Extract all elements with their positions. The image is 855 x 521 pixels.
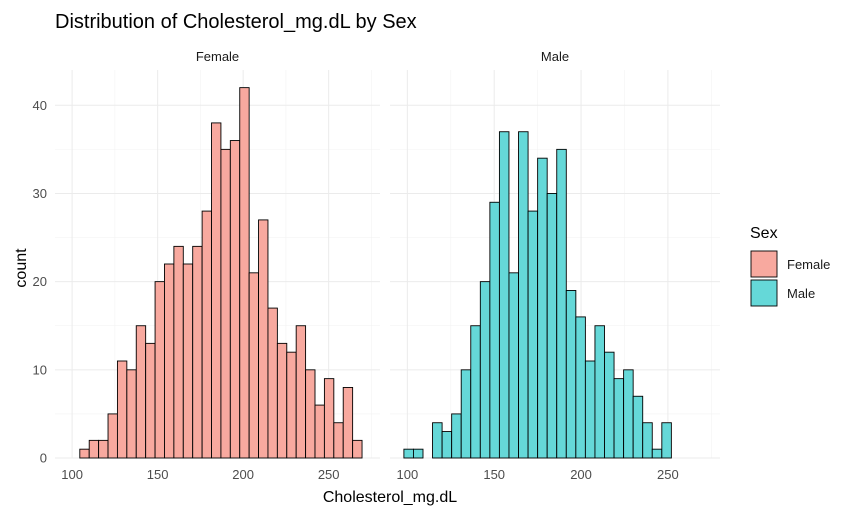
histogram-bar <box>276 342 288 459</box>
y-tick-label: 0 <box>40 451 47 466</box>
x-tick-label: 100 <box>397 467 419 482</box>
histogram-bar <box>229 140 241 459</box>
y-tick-label: 10 <box>33 362 47 377</box>
histogram-bar <box>518 131 529 459</box>
chart-title: Distribution of Cholesterol_mg.dL by Sex <box>55 11 417 33</box>
histogram-bar <box>239 87 250 459</box>
histogram-bar <box>352 439 363 459</box>
histogram-bar <box>220 148 231 459</box>
x-tick-label: 250 <box>318 467 340 482</box>
histogram-bar <box>182 263 194 459</box>
histogram-bar <box>342 387 354 459</box>
histogram-bar <box>107 413 118 459</box>
x-tick-label: 200 <box>232 467 254 482</box>
histogram-bar <box>403 448 414 459</box>
bars-female <box>79 87 363 459</box>
x-tick-label: 250 <box>657 467 679 482</box>
histogram-bar <box>661 422 672 459</box>
histogram-bar <box>537 157 548 459</box>
histogram-bar <box>258 219 269 459</box>
legend-label-male: Male <box>787 286 815 301</box>
histogram-bar <box>613 378 625 459</box>
histogram-bar <box>305 369 316 459</box>
histogram-bar <box>248 272 259 459</box>
facet-panel-male: Male 100 150 200 250 <box>390 49 720 482</box>
facet-strip-label-male: Male <box>541 49 569 64</box>
legend-key-female <box>750 250 778 278</box>
histogram-bar <box>508 272 519 459</box>
histogram-bar <box>651 448 663 459</box>
y-tick-label: 40 <box>33 98 47 113</box>
facet-strip-label-female: Female <box>196 49 239 64</box>
x-tick-label: 100 <box>61 467 83 482</box>
y-tick-labels: 0 10 20 30 40 <box>33 98 47 466</box>
histogram-bar <box>286 351 297 459</box>
x-tick-labels-male: 100 150 200 250 <box>397 467 679 482</box>
histogram-bar <box>584 360 596 459</box>
histogram-bar <box>98 439 109 459</box>
histogram-bar <box>441 431 453 459</box>
histogram-bar <box>192 245 203 459</box>
bars-male <box>403 131 672 459</box>
y-tick-label: 20 <box>33 274 47 289</box>
legend: Sex Female Male <box>750 225 830 307</box>
histogram-bar <box>556 148 567 459</box>
histogram-bar <box>546 192 558 459</box>
histogram-bar <box>201 210 212 459</box>
x-tick-label: 150 <box>483 467 505 482</box>
histogram-bar <box>164 263 175 459</box>
histogram-bar <box>135 325 147 459</box>
histogram-bar <box>460 369 472 459</box>
histogram-bar <box>432 422 443 459</box>
histogram-bar <box>173 245 184 459</box>
histogram-bar <box>116 360 128 459</box>
histogram-bar <box>295 325 307 459</box>
histogram-bar <box>413 448 424 459</box>
histogram-bar <box>565 290 577 459</box>
histogram-bar <box>642 422 653 459</box>
histogram-bar <box>470 325 481 459</box>
histogram-bar <box>314 404 325 459</box>
legend-label-female: Female <box>787 257 830 272</box>
x-tick-label: 150 <box>147 467 169 482</box>
histogram-bar <box>489 201 500 459</box>
x-tick-labels-female: 100 150 200 250 <box>61 467 339 482</box>
histogram-bar <box>451 413 462 459</box>
histogram-bar <box>126 369 137 459</box>
legend-title: Sex <box>750 225 778 242</box>
legend-key-male <box>750 279 778 307</box>
y-axis-title: count <box>13 248 30 288</box>
histogram-bar <box>623 369 634 459</box>
legend-items: Female Male <box>750 250 830 307</box>
histogram-bar <box>527 210 539 459</box>
histogram-bar <box>145 342 156 459</box>
histogram-bar <box>154 281 165 459</box>
facet-panel-female: Female 100 150 200 250 <box>55 49 380 482</box>
histogram-bar <box>479 281 491 459</box>
histogram-bar <box>88 439 100 459</box>
histogram-bar <box>604 351 615 459</box>
histogram-bar <box>333 422 344 459</box>
histogram-bar <box>594 325 605 459</box>
histogram-bar <box>323 378 335 459</box>
histogram-bar <box>79 448 90 459</box>
histogram-bar <box>632 395 644 459</box>
histogram-bar <box>211 122 222 459</box>
x-tick-label: 200 <box>570 467 592 482</box>
y-tick-label: 30 <box>33 186 47 201</box>
x-axis-title: Cholesterol_mg.dL <box>323 489 457 506</box>
histogram-bar <box>575 316 586 459</box>
histogram-bar <box>498 131 510 459</box>
histogram-bar <box>267 307 278 459</box>
